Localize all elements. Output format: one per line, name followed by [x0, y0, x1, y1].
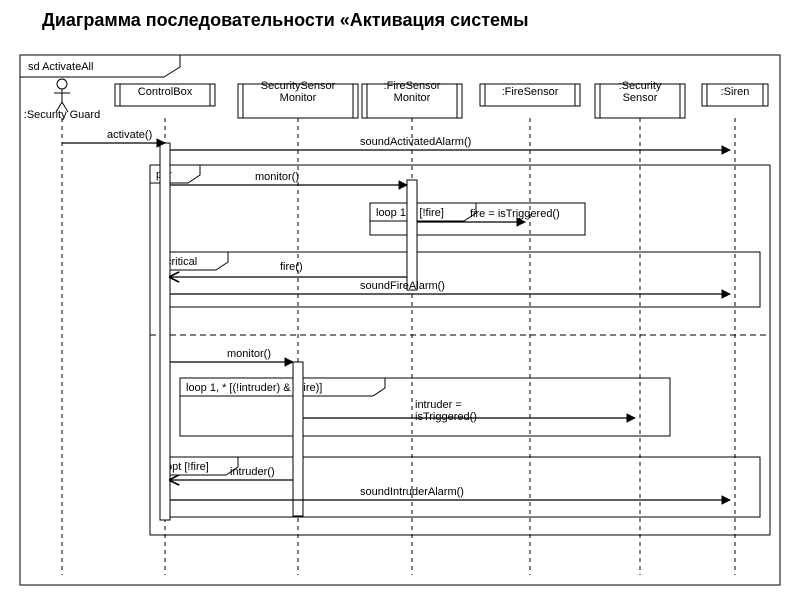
svg-text::Siren: :Siren	[721, 86, 750, 98]
svg-text::Security: :Security	[619, 80, 662, 92]
message-label: fire = isTriggered()	[470, 208, 560, 220]
fragment-label: opt [!fire]	[166, 461, 209, 473]
message-label: monitor()	[227, 348, 271, 360]
svg-text:isTriggered(): isTriggered()	[415, 411, 477, 423]
svg-text:Sensor: Sensor	[623, 92, 658, 104]
message-label: intruder =	[415, 399, 462, 411]
activation-ssm	[293, 362, 303, 516]
svg-text::FireSensor: :FireSensor	[384, 80, 441, 92]
svg-text::FireSensor: :FireSensor	[502, 86, 559, 98]
diagram-title: Диаграмма последовательности «Активация …	[42, 10, 529, 30]
message-label: soundIntruderAlarm()	[360, 486, 464, 498]
svg-text:Monitor: Monitor	[394, 92, 431, 104]
message-label: soundFireAlarm()	[360, 280, 445, 292]
svg-text:Monitor: Monitor	[280, 92, 317, 104]
message-label: monitor()	[255, 171, 299, 183]
activation-control	[160, 143, 170, 520]
message-label: soundActivatedAlarm()	[360, 136, 471, 148]
svg-text:SecuritySensor: SecuritySensor	[261, 80, 336, 92]
activation-fsm	[407, 180, 417, 290]
svg-text:ControlBox: ControlBox	[138, 86, 193, 98]
sd-frame-label: sd ActivateAll	[28, 61, 93, 73]
message-label: activate()	[107, 129, 152, 141]
message-label: intruder()	[230, 466, 275, 478]
message-label: fire()	[280, 261, 303, 273]
fragment-label: critical	[166, 256, 197, 268]
